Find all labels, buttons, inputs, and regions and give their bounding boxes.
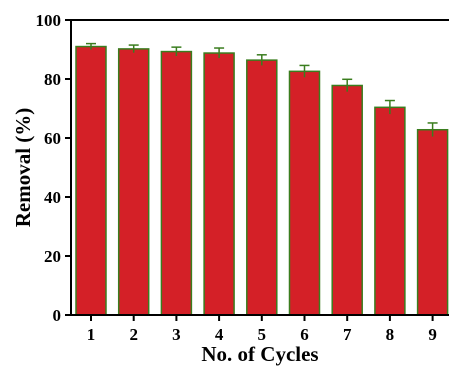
bar-cycle-1 bbox=[75, 45, 107, 316]
x-tick-label: 5 bbox=[258, 325, 267, 344]
error-bar-cycle-6 bbox=[299, 64, 310, 78]
x-tick-label: 2 bbox=[129, 325, 138, 344]
error-bar-cycle-7 bbox=[342, 78, 353, 92]
error-bar-cycle-8 bbox=[384, 99, 395, 115]
bar-cycle-8 bbox=[374, 106, 406, 316]
error-bar-cycle-4 bbox=[214, 47, 225, 59]
x-tick-label: 9 bbox=[428, 325, 437, 344]
error-bar-cycle-3 bbox=[171, 46, 182, 56]
bar-cycle-6 bbox=[288, 70, 321, 316]
y-ticks-group: 0 20 40 60 80 100 bbox=[36, 11, 71, 325]
error-bar-cycle-9 bbox=[427, 122, 438, 137]
y-tick-label: 60 bbox=[44, 129, 61, 148]
bar-cycle-3 bbox=[160, 50, 193, 316]
x-tick-label: 4 bbox=[215, 325, 224, 344]
error-bar-cycle-2 bbox=[128, 44, 139, 53]
x-tick-label: 6 bbox=[300, 325, 309, 344]
bar-cycle-7 bbox=[331, 84, 363, 316]
x-ticks-group: 1 2 3 4 5 6 7 8 9 bbox=[87, 315, 437, 344]
y-tick-label: 20 bbox=[44, 247, 61, 266]
x-tick-label: 7 bbox=[343, 325, 352, 344]
error-bar-cycle-1 bbox=[86, 42, 96, 50]
bar-cycle-2 bbox=[117, 48, 150, 316]
bars-group bbox=[75, 42, 449, 316]
x-tick-label: 1 bbox=[87, 325, 96, 344]
bar-cycle-4 bbox=[203, 52, 235, 316]
x-axis-title: No. of Cycles bbox=[201, 342, 318, 366]
bar-cycle-9 bbox=[416, 128, 449, 316]
y-axis-title: Removal (%) bbox=[11, 108, 35, 228]
bar-cycle-5 bbox=[246, 59, 278, 316]
y-tick-label: 0 bbox=[53, 306, 62, 325]
error-bar-cycle-5 bbox=[256, 54, 267, 66]
x-tick-label: 8 bbox=[386, 325, 395, 344]
y-tick-label: 100 bbox=[36, 11, 62, 30]
y-tick-label: 40 bbox=[44, 188, 61, 207]
x-tick-label: 3 bbox=[172, 325, 181, 344]
y-tick-label: 80 bbox=[44, 70, 61, 89]
